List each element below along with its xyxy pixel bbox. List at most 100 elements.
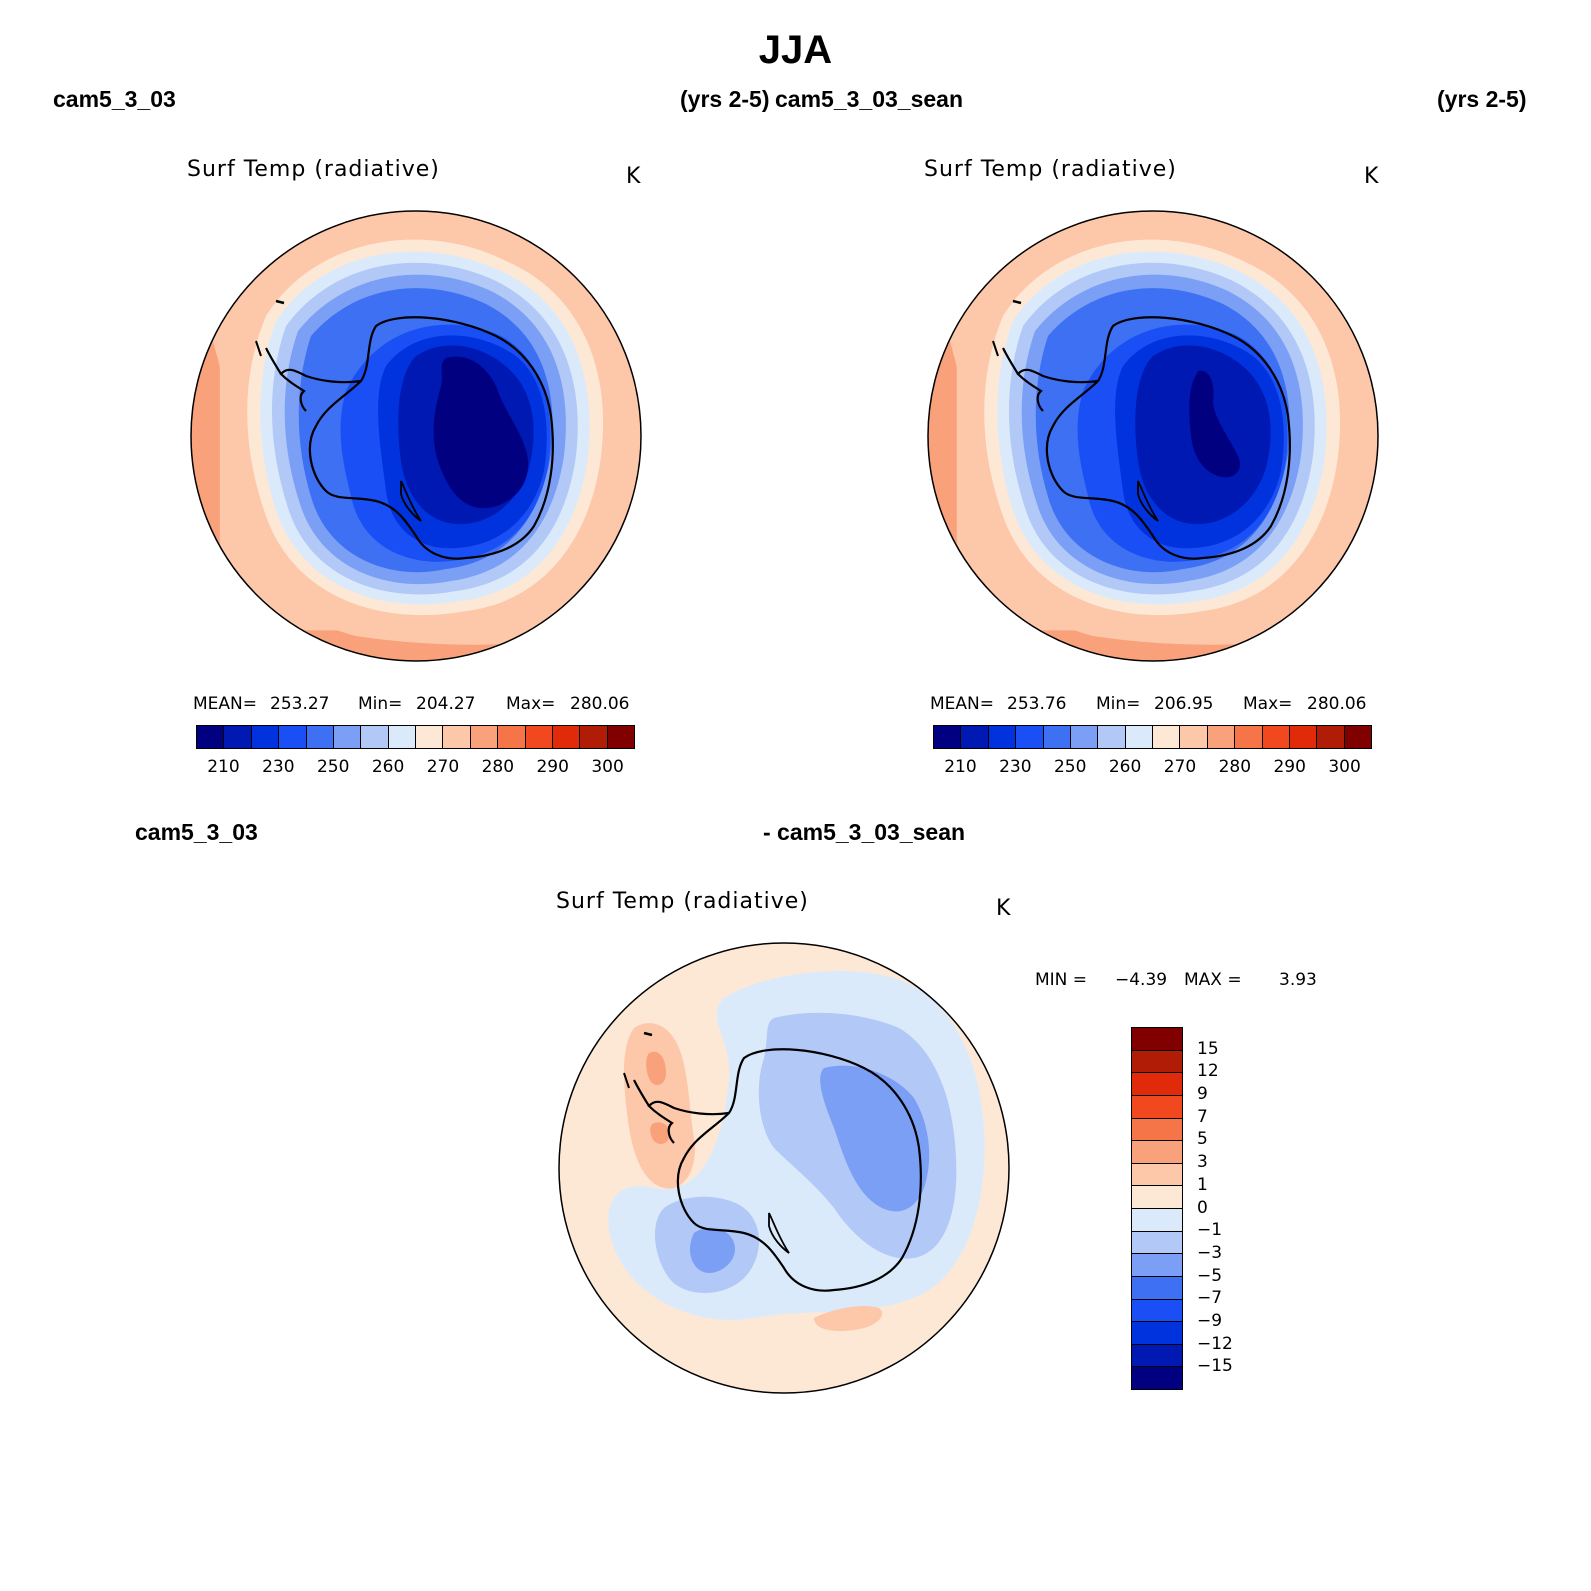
colorbar-swatch bbox=[1132, 1367, 1182, 1389]
colorbar-swatch bbox=[498, 726, 526, 748]
colorbar-swatch bbox=[1344, 726, 1371, 748]
case-name-right: cam5_3_03_sean bbox=[775, 86, 963, 112]
colorbar-swatch bbox=[1235, 726, 1263, 748]
colorbar-tick-label: 280 bbox=[481, 757, 515, 777]
colorbar-tick-label: 250 bbox=[1053, 757, 1087, 777]
colorbar-swatch bbox=[1125, 726, 1153, 748]
min-label-bottom: MIN = bbox=[1035, 970, 1088, 990]
colorbar-tick-label: 300 bbox=[591, 757, 624, 777]
colorbar-tick-label: 290 bbox=[1273, 757, 1306, 777]
colorbar-swatch bbox=[1132, 1028, 1182, 1051]
colorbar-tick-label: 1 bbox=[1197, 1174, 1208, 1195]
colorbar-swatch bbox=[1132, 1231, 1182, 1255]
colorbar-tick-label: −5 bbox=[1197, 1265, 1223, 1286]
plot-title-bottom: Surf Temp (radiative) bbox=[556, 889, 809, 914]
min-label-left: Min= bbox=[358, 694, 403, 714]
min-value-bottom: −4.39 bbox=[1115, 970, 1168, 990]
colorbar-tick-label: 3 bbox=[1197, 1152, 1208, 1173]
colorbar-tick-label: 210 bbox=[944, 757, 977, 777]
colorbar-swatch bbox=[1132, 1186, 1182, 1209]
years-right: (yrs 2-5) bbox=[1437, 86, 1527, 112]
colorbar-tick-label: 300 bbox=[1328, 757, 1361, 777]
colorbar-swatch bbox=[1207, 726, 1236, 748]
colorbar-swatch bbox=[1070, 726, 1099, 748]
colorbar-swatch bbox=[1132, 1163, 1182, 1187]
colorbar-swatch bbox=[1132, 1209, 1182, 1232]
colorbar-swatch bbox=[1180, 726, 1208, 748]
colorbar-tick-label: −3 bbox=[1197, 1242, 1223, 1263]
colorbar-tick-label: 15 bbox=[1197, 1038, 1219, 1059]
colorbar-right bbox=[933, 725, 1372, 749]
colorbar-swatch bbox=[333, 726, 362, 748]
colorbar-difference bbox=[1131, 1027, 1183, 1390]
colorbar-swatch bbox=[1132, 1141, 1182, 1164]
colorbar-swatch bbox=[224, 726, 252, 748]
colorbar-tick-label: 0 bbox=[1197, 1197, 1208, 1218]
max-label-left: Max= bbox=[506, 694, 556, 714]
colorbar-swatch bbox=[1098, 726, 1126, 748]
colorbar-tick-label: 9 bbox=[1197, 1084, 1208, 1105]
colorbar-tick-label: 230 bbox=[262, 757, 295, 777]
colorbar-swatch bbox=[1317, 726, 1345, 748]
max-value-left: 280.06 bbox=[570, 694, 630, 714]
mean-label-right: MEAN= bbox=[930, 694, 994, 714]
case-name-bottom: cam5_3_03 bbox=[135, 819, 258, 845]
colorbar-swatch bbox=[1132, 1276, 1182, 1300]
colorbar-swatch bbox=[961, 726, 989, 748]
unit-right: K bbox=[1364, 164, 1379, 189]
colorbar-tick-label: 230 bbox=[999, 757, 1032, 777]
colorbar-tick-label: 250 bbox=[316, 757, 350, 777]
colorbar-swatch bbox=[197, 726, 225, 748]
colorbar-swatch bbox=[1043, 726, 1071, 748]
colorbar-tick-label: 210 bbox=[207, 757, 240, 777]
plot-title-right: Surf Temp (radiative) bbox=[924, 157, 1177, 182]
polar-map-right bbox=[927, 210, 1379, 662]
colorbar-left bbox=[196, 725, 635, 749]
colorbar-tick-label: −9 bbox=[1197, 1310, 1223, 1331]
case-name-left: cam5_3_03 bbox=[53, 86, 176, 112]
mean-label-left: MEAN= bbox=[193, 694, 257, 714]
colorbar-swatch bbox=[361, 726, 389, 748]
min-value-right: 206.95 bbox=[1154, 694, 1214, 714]
colorbar-swatch bbox=[988, 726, 1017, 748]
main-title: JJA bbox=[758, 28, 833, 72]
max-label-bottom: MAX = bbox=[1184, 970, 1242, 990]
diff-label-bottom: - cam5_3_03_sean bbox=[763, 819, 966, 845]
colorbar-swatch bbox=[1132, 1322, 1182, 1345]
colorbar-swatch bbox=[443, 726, 471, 748]
colorbar-swatch bbox=[306, 726, 334, 748]
colorbar-swatch bbox=[934, 726, 962, 748]
colorbar-swatch bbox=[607, 726, 634, 748]
colorbar-swatch bbox=[1153, 726, 1181, 748]
colorbar-swatch bbox=[1132, 1073, 1182, 1096]
colorbar-tick-label: −12 bbox=[1197, 1333, 1233, 1354]
colorbar-tick-label: −1 bbox=[1197, 1220, 1223, 1241]
colorbar-tick-label: 270 bbox=[1163, 757, 1197, 777]
colorbar-tick-label: 260 bbox=[371, 757, 405, 777]
colorbar-tick-label: 260 bbox=[1108, 757, 1142, 777]
colorbar-swatch bbox=[1016, 726, 1044, 748]
colorbar-swatch bbox=[1262, 726, 1290, 748]
plot-title-left: Surf Temp (radiative) bbox=[187, 157, 440, 182]
colorbar-swatch bbox=[1289, 726, 1318, 748]
polar-map-left bbox=[190, 210, 642, 662]
min-label-right: Min= bbox=[1096, 694, 1141, 714]
years-left: (yrs 2-5) bbox=[680, 86, 770, 112]
colorbar-tick-label: 12 bbox=[1197, 1061, 1219, 1082]
colorbar-swatch bbox=[1132, 1050, 1182, 1074]
colorbar-swatch bbox=[1132, 1344, 1182, 1368]
colorbar-swatch bbox=[416, 726, 444, 748]
colorbar-swatch bbox=[552, 726, 581, 748]
colorbar-swatch bbox=[1132, 1254, 1182, 1277]
colorbar-tick-label: 290 bbox=[536, 757, 569, 777]
unit-left: K bbox=[626, 164, 641, 189]
colorbar-swatch bbox=[1132, 1118, 1182, 1142]
colorbar-tick-label: −7 bbox=[1197, 1288, 1223, 1309]
max-label-right: Max= bbox=[1243, 694, 1293, 714]
colorbar-tick-label: −15 bbox=[1197, 1356, 1233, 1377]
colorbar-swatch bbox=[388, 726, 416, 748]
colorbar-tick-label: 7 bbox=[1197, 1106, 1208, 1127]
colorbar-swatch bbox=[580, 726, 608, 748]
unit-bottom: K bbox=[996, 896, 1011, 921]
colorbar-swatch bbox=[470, 726, 499, 748]
